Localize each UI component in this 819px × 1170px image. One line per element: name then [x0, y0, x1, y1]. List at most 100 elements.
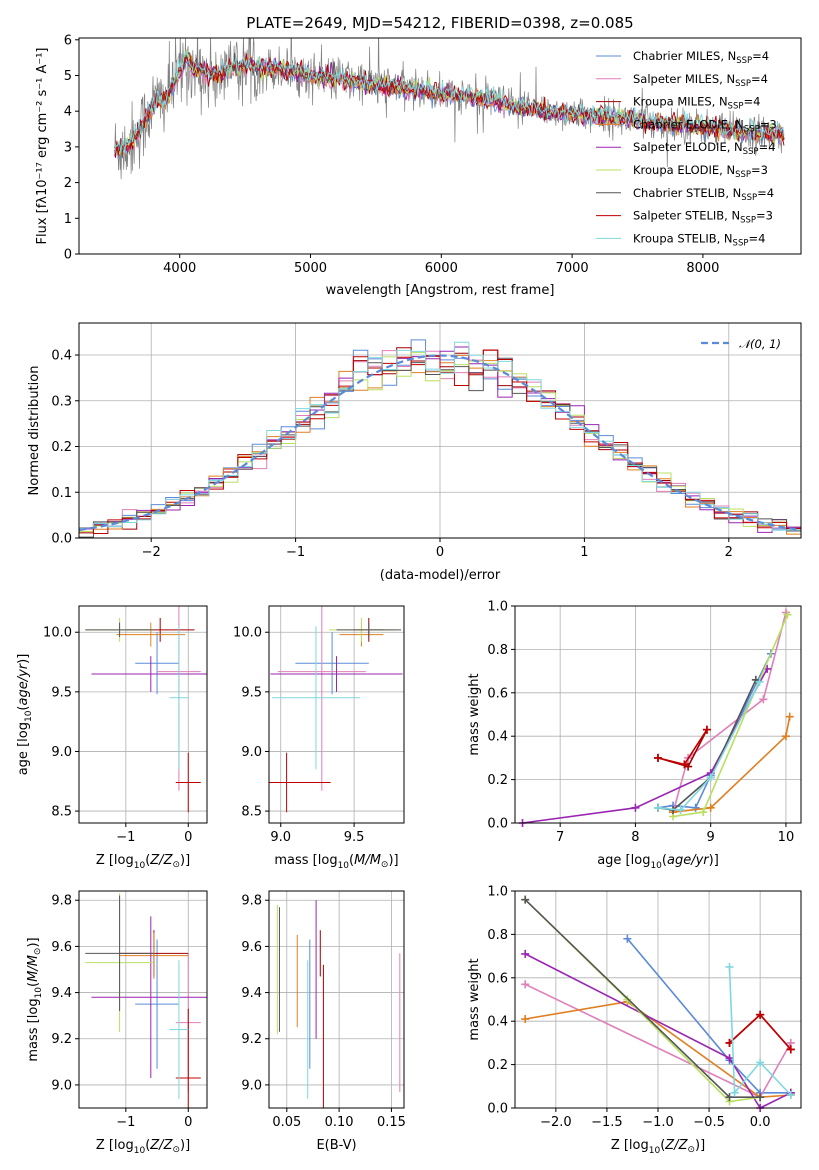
y-tick-label: 9.2 — [51, 1032, 72, 1047]
y-tick-label: 0 — [64, 248, 72, 263]
y-tick-label: 0.6 — [487, 686, 508, 701]
age_vs_Z-ylabel: age [log10(age/yr)] — [16, 654, 34, 776]
y-tick-label: 0.3 — [51, 394, 72, 409]
series-line — [524, 953, 792, 1110]
y-tick-label: 3 — [64, 140, 72, 155]
x-tick-label: 8000 — [686, 261, 719, 276]
y-tick-label: 1.0 — [487, 600, 508, 615]
y-tick-label: 0.4 — [487, 730, 508, 745]
x-tick-label: 0.15 — [377, 1115, 406, 1130]
y-tick-label: 9.0 — [51, 1078, 72, 1093]
y-tick-label: 10.0 — [233, 626, 262, 641]
spectrum-xlabel: wavelength [Angstrom, rest frame] — [326, 283, 555, 298]
legend-entry: Chabrier ELODIE, NSSP=3 — [633, 117, 777, 134]
x-tick-label: 1 — [580, 545, 588, 560]
x-tick-label: 0 — [436, 545, 444, 560]
legend-entry: Salpeter STELIB, NSSP=3 — [633, 209, 773, 226]
series-point — [783, 610, 792, 619]
x-tick-label: 9.5 — [344, 830, 365, 845]
mass_weight_vs_Z-ylabel: mass weight — [467, 958, 482, 1040]
mass_vs_Z-ylabel: mass [log10(M/M⊙)] — [26, 937, 44, 1061]
series-point — [756, 1093, 765, 1102]
x-tick-label: −1.5 — [591, 1115, 623, 1130]
x-tick-label: −1 — [116, 1115, 135, 1130]
mass_vs_ebv-xlabel: E(B-V) — [316, 1138, 356, 1153]
mass_weight_vs_age-axes: 7 8 9 10 0.0 0.2 0.4 0.6 0.8 1.0 — [487, 600, 801, 845]
age_vs_mass-points — [269, 606, 403, 813]
age_vs_Z-points — [85, 606, 207, 813]
y-tick-label: 0.4 — [51, 349, 72, 364]
y-tick-label: 9.0 — [51, 745, 72, 760]
legend-entry: Chabrier STELIB, NSSP=4 — [633, 186, 774, 203]
y-tick-label: 9.0 — [241, 1078, 262, 1093]
series-point — [654, 803, 662, 812]
histogram-series — [79, 349, 801, 535]
age_vs_Z-xlabel: Z [log10(Z/Z⊙)] — [96, 853, 190, 871]
mass_vs_ebv-frame — [268, 890, 405, 1109]
y-tick-label: 9.0 — [241, 745, 262, 760]
y-tick-label: 2 — [64, 176, 72, 191]
series-point — [730, 1088, 739, 1097]
series-point — [725, 962, 734, 971]
y-tick-label: 0.1 — [51, 486, 72, 501]
y-tick-label: 9.6 — [241, 940, 262, 955]
mass_weight_vs_age-xlabel: age [log10(age/yr)] — [597, 853, 719, 871]
series-point — [706, 803, 715, 812]
mass_weight_vs_age-series — [518, 608, 794, 827]
age_vs_mass-xlabel: mass [log10(M/M⊙)] — [274, 853, 398, 871]
x-tick-label: 5000 — [294, 261, 327, 276]
y-tick-label: 1.0 — [487, 885, 508, 900]
x-tick-label: 0.05 — [272, 1115, 301, 1130]
series-point — [702, 725, 711, 734]
mass_vs_Z-xlabel: Z [log10(Z/Z⊙)] — [96, 1138, 190, 1156]
mass_weight_vs_Z-frame — [514, 890, 802, 1109]
y-tick-label: 10.0 — [43, 626, 72, 641]
series-point — [676, 805, 685, 814]
series-line — [626, 938, 791, 1094]
x-tick-label: 10 — [778, 830, 795, 845]
x-tick-label: 4000 — [163, 261, 196, 276]
mass_vs_ebv-axes: 0.05 0.10 0.15 9.0 9.2 9.4 9.6 9.8 — [241, 891, 406, 1130]
legend-entry: 𝒩(0, 1) — [739, 337, 781, 351]
y-tick-label: 9.8 — [51, 894, 72, 909]
x-tick-label: 7 — [556, 830, 564, 845]
spectrum-lines — [113, 38, 785, 180]
x-tick-label: −1 — [116, 830, 135, 845]
series-point — [759, 695, 768, 704]
figure-title: PLATE=2649, MJD=54212, FIBERID=0398, z=0… — [246, 14, 633, 32]
series-point — [691, 803, 700, 812]
series-point — [521, 980, 530, 989]
series-point — [521, 895, 530, 904]
x-tick-label: 0 — [184, 1115, 192, 1130]
x-tick-label: 0.0 — [750, 1115, 771, 1130]
y-tick-label: 0.2 — [51, 440, 72, 455]
series-line — [657, 681, 761, 811]
y-tick-label: 0.2 — [487, 1058, 508, 1073]
y-tick-label: 9.8 — [241, 894, 262, 909]
series-line — [672, 612, 787, 813]
series-point — [623, 934, 632, 943]
y-tick-label: 6 — [64, 33, 72, 48]
series-point — [785, 712, 794, 721]
series-line — [728, 966, 792, 1096]
legend-entry: Kroupa STELIB, NSSP=4 — [633, 231, 765, 248]
series-point — [680, 760, 689, 769]
y-tick-label: 9.5 — [51, 685, 72, 700]
series-point — [521, 1015, 530, 1024]
y-tick-label: 0.0 — [51, 532, 72, 547]
mass_weight_vs_age-ylabel: mass weight — [467, 673, 482, 755]
series-point — [521, 949, 530, 958]
residual-histograms — [79, 339, 801, 538]
mass_weight_vs_age-frame — [514, 605, 802, 824]
y-tick-label: 0.6 — [487, 971, 508, 986]
y-tick-label: 0.8 — [487, 928, 508, 943]
x-tick-label: −0.5 — [693, 1115, 725, 1130]
legend-entry: Salpeter MILES, NSSP=4 — [633, 72, 768, 89]
age_vs_mass-frame — [268, 605, 405, 824]
series-point — [699, 808, 708, 817]
legend-entry: Salpeter ELODIE, NSSP=4 — [633, 140, 776, 157]
mass_vs_Z-points — [85, 893, 207, 1108]
y-tick-label: 9.5 — [241, 685, 262, 700]
